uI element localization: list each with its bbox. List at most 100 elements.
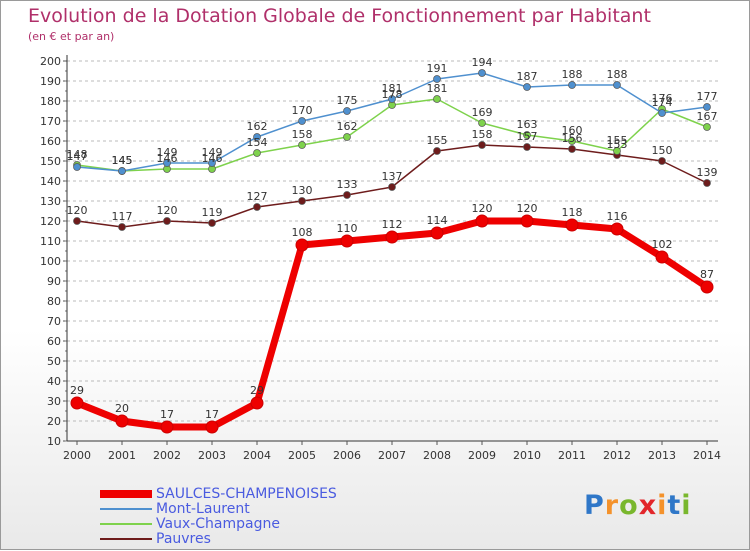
y-tick-label: 180 (40, 95, 61, 108)
data-label: 87 (700, 268, 714, 281)
data-label: 120 (157, 204, 178, 217)
data-label: 137 (382, 170, 403, 183)
logo-letter: i (657, 490, 668, 521)
data-label: 150 (652, 144, 673, 157)
data-label: 178 (382, 88, 403, 101)
legend-label: SAULCES-CHAMPENOISES (156, 486, 337, 502)
data-point (163, 159, 171, 167)
data-point (253, 203, 261, 211)
legend-label: Pauvres (156, 531, 211, 547)
data-point (163, 217, 171, 225)
data-point (658, 109, 666, 117)
data-point (655, 250, 669, 264)
data-label: 181 (427, 82, 448, 95)
data-label: 170 (292, 104, 313, 117)
data-point (343, 191, 351, 199)
data-point (205, 420, 219, 434)
legend-label: Mont-Laurent (156, 501, 250, 517)
y-tick-label: 120 (40, 215, 61, 228)
data-point (478, 119, 486, 127)
y-tick-label: 130 (40, 195, 61, 208)
y-tick-label: 20 (47, 415, 61, 428)
data-label: 149 (157, 146, 178, 159)
data-point (253, 133, 261, 141)
data-point (115, 414, 129, 428)
data-point (73, 217, 81, 225)
data-point (610, 222, 624, 236)
data-label: 118 (562, 206, 583, 219)
data-label: 110 (337, 222, 358, 235)
data-label: 17 (205, 408, 219, 421)
data-point (568, 81, 576, 89)
data-label: 119 (202, 206, 223, 219)
x-tick-label: 2006 (333, 449, 361, 462)
y-tick-label: 80 (47, 295, 61, 308)
x-tick-label: 2013 (648, 449, 676, 462)
legend-item-mont-laurent: Mont-Laurent (100, 501, 250, 517)
data-point (388, 183, 396, 191)
y-tick-label: 30 (47, 395, 61, 408)
data-label: 146 (202, 152, 223, 165)
data-point (520, 214, 534, 228)
data-point (160, 420, 174, 434)
data-label: 158 (292, 128, 313, 141)
x-tick-label: 2004 (243, 449, 271, 462)
y-tick-label: 190 (40, 75, 61, 88)
data-label: 176 (652, 92, 673, 105)
proxiti-logo: Proxiti (584, 490, 692, 521)
data-label: 153 (607, 138, 628, 151)
data-point (73, 163, 81, 171)
data-point (295, 238, 309, 252)
x-tick-label: 2005 (288, 449, 316, 462)
data-point (613, 81, 621, 89)
data-label: 148 (67, 148, 88, 161)
data-label: 158 (472, 128, 493, 141)
data-label: 157 (517, 130, 538, 143)
data-point (298, 141, 306, 149)
legend-swatch (100, 538, 152, 540)
data-label: 29 (250, 384, 264, 397)
data-label: 120 (517, 202, 538, 215)
data-label: 167 (697, 110, 718, 123)
data-label: 162 (337, 120, 358, 133)
data-point (703, 123, 711, 131)
x-tick-label: 2001 (108, 449, 136, 462)
data-point (433, 147, 441, 155)
data-label: 162 (247, 120, 268, 133)
data-label: 181 (382, 82, 403, 95)
y-tick-label: 60 (47, 335, 61, 348)
data-label: 155 (427, 134, 448, 147)
data-point (298, 197, 306, 205)
data-label: 120 (472, 202, 493, 215)
data-label: 147 (67, 150, 88, 163)
data-label: 175 (337, 94, 358, 107)
data-label: 160 (562, 124, 583, 137)
data-point (523, 143, 531, 151)
y-tick-label: 70 (47, 315, 61, 328)
data-point (385, 230, 399, 244)
data-label: 102 (652, 238, 673, 251)
y-tick-label: 50 (47, 355, 61, 368)
data-label: 188 (562, 68, 583, 81)
x-tick-label: 2003 (198, 449, 226, 462)
y-tick-label: 170 (40, 115, 61, 128)
data-point (253, 149, 261, 157)
data-point (208, 219, 216, 227)
legend-label: Vaux-Champagne (156, 516, 280, 532)
data-point (343, 107, 351, 115)
y-tick-label: 200 (40, 55, 61, 68)
data-label: 174 (652, 96, 673, 109)
chart-title: Evolution de la Dotation Globale de Fonc… (28, 5, 651, 27)
data-label: 156 (562, 132, 583, 145)
data-label: 20 (115, 402, 129, 415)
data-label: 133 (337, 178, 358, 191)
y-tick-label: 110 (40, 235, 61, 248)
data-point (343, 133, 351, 141)
legend-swatch (100, 490, 152, 498)
data-label: 130 (292, 184, 313, 197)
data-label: 145 (112, 154, 133, 167)
y-tick-label: 160 (40, 135, 61, 148)
data-label: 163 (517, 118, 538, 131)
